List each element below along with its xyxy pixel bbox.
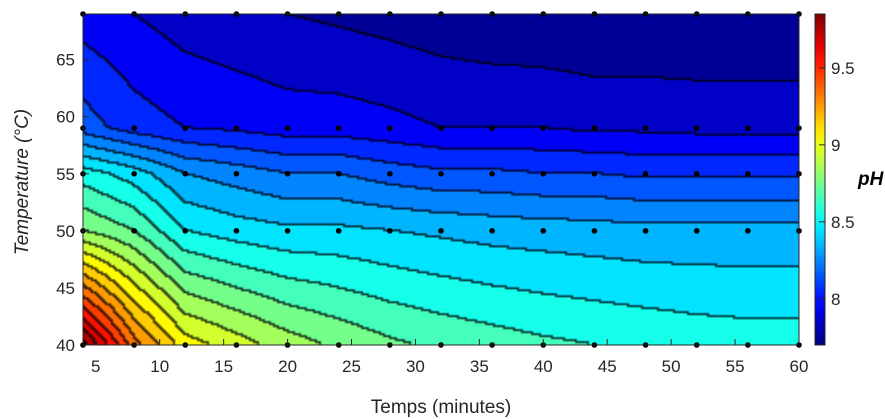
x-tick-label: 60 bbox=[790, 357, 809, 376]
sample-point bbox=[642, 125, 649, 131]
sample-point bbox=[489, 125, 495, 131]
sample-point bbox=[131, 228, 137, 234]
x-tick-label: 10 bbox=[150, 357, 169, 376]
y-axis-title: Temperature (°C) bbox=[12, 109, 33, 255]
sample-point bbox=[745, 125, 751, 131]
colorbar-tick-label: 9.5 bbox=[831, 59, 855, 78]
sample-point bbox=[745, 228, 751, 234]
x-tick-label: 5 bbox=[91, 357, 100, 376]
x-tick-label: 40 bbox=[534, 357, 553, 376]
sample-point bbox=[335, 125, 342, 131]
sample-point bbox=[642, 228, 649, 234]
sample-point bbox=[693, 170, 700, 177]
sample-point bbox=[182, 125, 189, 131]
y-tick-label: 60 bbox=[56, 108, 75, 127]
colorbar-tick-label: 8 bbox=[831, 290, 840, 309]
sample-point bbox=[745, 170, 751, 177]
colorbar-tick-label: 9 bbox=[831, 136, 840, 155]
x-tick-label: 55 bbox=[726, 357, 745, 376]
sample-point bbox=[591, 125, 598, 131]
sample-point bbox=[591, 170, 598, 177]
x-tick-label: 45 bbox=[598, 357, 617, 376]
colorbar-gradient bbox=[814, 13, 826, 346]
x-axis-title: Temps (minutes) bbox=[371, 397, 511, 418]
sample-point bbox=[182, 170, 189, 177]
sample-point bbox=[387, 228, 393, 234]
x-tick-label: 50 bbox=[662, 357, 681, 376]
x-tick-label: 30 bbox=[406, 357, 425, 376]
sample-point bbox=[335, 228, 342, 234]
x-tick-label: 20 bbox=[278, 357, 297, 376]
x-tick-label: 25 bbox=[342, 357, 361, 376]
sample-point bbox=[438, 228, 444, 234]
sample-point bbox=[693, 228, 700, 234]
sample-point bbox=[233, 125, 240, 131]
sample-point bbox=[233, 228, 240, 234]
sample-point bbox=[489, 228, 495, 234]
colorbar-ticks: 8 8.5 9 9.5 bbox=[819, 59, 855, 309]
y-tick-label: 40 bbox=[56, 336, 75, 355]
sample-point bbox=[233, 170, 240, 177]
colorbar-tick-label: 8.5 bbox=[831, 213, 855, 232]
y-tick-label: 50 bbox=[56, 222, 75, 241]
plot-area bbox=[80, 11, 802, 348]
y-tick-label: 65 bbox=[56, 51, 75, 70]
sample-point bbox=[540, 170, 547, 177]
x-tick-label: 15 bbox=[214, 357, 233, 376]
sample-point bbox=[387, 170, 393, 177]
x-axis: 5 10 15 20 25 30 35 40 45 50 55 60 bbox=[91, 339, 808, 376]
sample-point bbox=[387, 125, 393, 131]
colorbar: 8 8.5 9 9.5 bbox=[814, 13, 855, 346]
sample-point bbox=[642, 170, 649, 177]
sample-point bbox=[335, 170, 342, 177]
sample-point bbox=[438, 170, 444, 177]
sample-point bbox=[438, 125, 444, 131]
contour-fill bbox=[83, 14, 799, 345]
sample-point bbox=[540, 125, 547, 131]
sample-point bbox=[284, 125, 291, 131]
sample-point bbox=[182, 228, 189, 234]
sample-point bbox=[131, 170, 137, 177]
sample-point bbox=[131, 125, 137, 131]
sample-point bbox=[284, 170, 291, 177]
plot-frame bbox=[82, 13, 800, 346]
y-tick-label: 45 bbox=[56, 279, 75, 298]
y-axis: 40 45 50 55 60 65 bbox=[56, 51, 89, 355]
sample-point bbox=[540, 228, 547, 234]
colorbar-title: pH bbox=[857, 169, 885, 190]
sample-point bbox=[489, 170, 495, 177]
sample-point bbox=[693, 125, 700, 131]
sample-point bbox=[591, 228, 598, 234]
y-tick-label: 55 bbox=[56, 165, 75, 184]
x-tick-label: 35 bbox=[470, 357, 489, 376]
sample-point bbox=[284, 228, 291, 234]
